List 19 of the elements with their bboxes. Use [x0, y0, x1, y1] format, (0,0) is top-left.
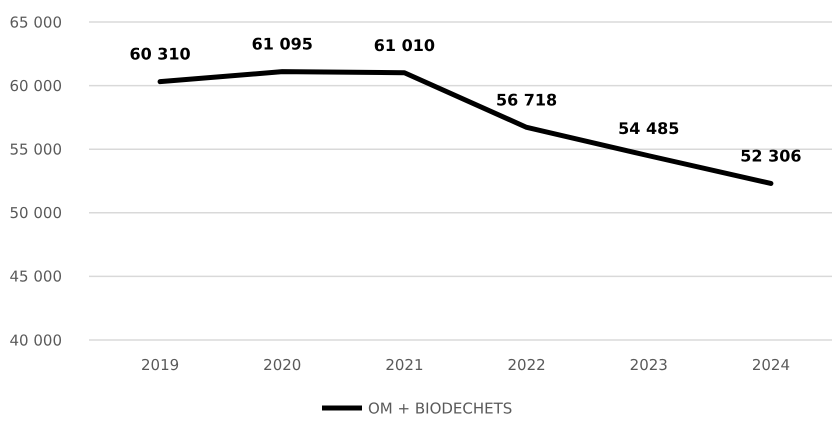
y-tick-label: 65 000: [10, 13, 62, 32]
y-tick-label: 55 000: [10, 140, 62, 158]
y-tick-label: 45 000: [10, 268, 62, 286]
x-tick-label: 2023: [630, 356, 668, 374]
data-label: 60 310: [129, 44, 191, 64]
x-tick-label: 2019: [140, 356, 180, 374]
x-tick-label: 2022: [507, 356, 546, 374]
data-label: 56 718: [496, 90, 558, 110]
legend-label: OM + BIODECHETS: [368, 399, 512, 418]
x-tick-label: 2021: [385, 356, 424, 374]
data-label: 54 485: [618, 118, 680, 138]
y-tick-label: 40 000: [10, 331, 62, 350]
data-label: 52 306: [740, 146, 802, 166]
x-tick-label: 2020: [263, 356, 302, 374]
x-tick-label: 2024: [752, 356, 790, 374]
data-label: 61 010: [374, 36, 436, 55]
data-label: 61 095: [252, 34, 313, 54]
y-tick-label: 50 000: [10, 204, 62, 222]
y-tick-label: 60 000: [10, 76, 62, 95]
